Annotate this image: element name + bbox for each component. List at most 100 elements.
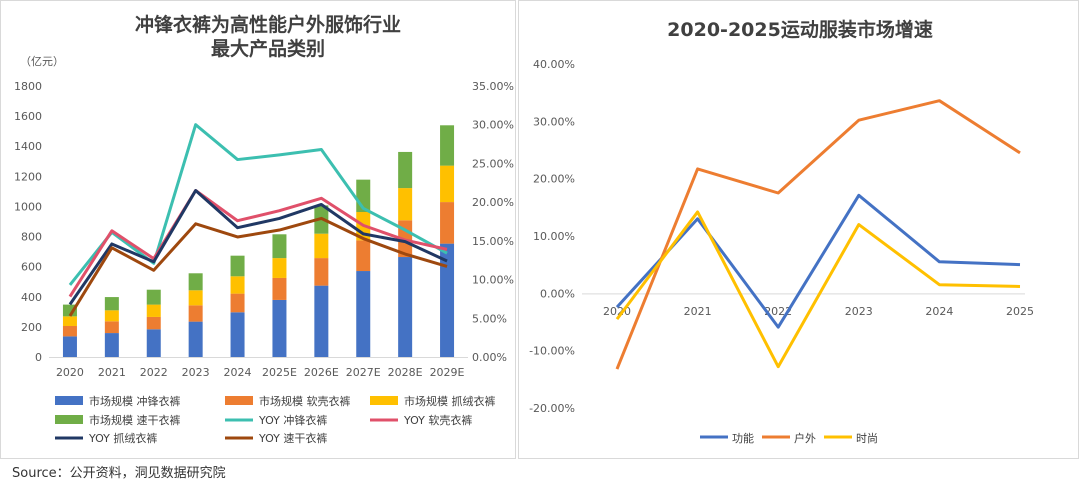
left-y-tick-label: 1200 [14,170,42,183]
left-y-tick-label: 1000 [14,200,42,213]
right-y-tick-label: 35.00% [472,80,514,93]
bar-segment [314,233,329,259]
yoy-line [68,123,448,286]
bar-segment [230,255,245,277]
bar-segment [104,321,119,334]
legend-swatch [225,396,253,405]
legend-label: 市场规模 速干衣裤 [89,413,181,427]
bar-segment [314,258,329,286]
x-tick-label: 2026E [304,366,339,379]
bar-segment [440,165,455,203]
x-tick-label: 2028E [388,366,423,379]
y-tick-label: 10.00% [533,230,575,243]
left-panel [0,0,516,459]
legend-label: YOY 抓绒衣裤 [88,431,157,445]
x-tick-label: 2025E [262,366,297,379]
x-tick-label: 2024 [224,366,252,379]
legend-label: 户外 [794,431,816,445]
bar-segment [104,297,119,311]
bar-segment [146,304,161,317]
legend-label: YOY 冲锋衣裤 [258,413,327,427]
x-tick-label: 2021 [98,366,126,379]
left-y-tick-label: 800 [21,231,42,244]
bar-segment [62,325,77,337]
bar-segment [188,321,203,357]
bar-segment [230,276,245,294]
right-panel [518,0,1079,459]
yoy-line [68,189,448,298]
bar-segment [146,289,161,305]
legend-item: YOY 冲锋衣裤 [225,413,327,427]
bar-segment [146,316,161,330]
bar-segment [440,243,455,357]
yoy-line [68,189,448,306]
bar-segment [440,125,455,166]
right-y-tick-label: 30.00% [472,119,514,132]
bar-segment [62,304,77,317]
left-y-tick-label: 200 [21,321,42,334]
left-y-tick-label: 1600 [14,110,42,123]
legend-swatch [55,415,83,424]
bar-segment [104,333,119,357]
legend-item: YOY 速干衣裤 [225,431,327,445]
bar-segment [188,305,203,322]
bar-segment [272,258,287,278]
left-y-tick-label: 1800 [14,80,42,93]
right-y-tick-label: 25.00% [472,157,514,170]
bar-segment [146,329,161,357]
legend-item: 市场规模 速干衣裤 [55,413,181,427]
legend-item: 市场规模 抓绒衣裤 [370,394,496,408]
x-tick-label: 2021 [684,305,712,318]
right-y-tick-label: 20.00% [472,196,514,209]
left-chart-title-line1: 冲锋衣裤为高性能户外服饰行业 [135,13,401,36]
yoy-line [68,216,448,317]
left-y-tick-label: 600 [21,261,42,274]
legend-item: 时尚 [824,431,878,445]
x-tick-label: 2022 [140,366,168,379]
bar-segment [230,293,245,313]
x-tick-label: 2023 [845,305,873,318]
right-y-tick-label: 5.00% [472,312,507,325]
legend-item: 户外 [762,431,816,445]
bar-segment [272,234,287,259]
legend-label: YOY 速干衣裤 [258,431,327,445]
x-tick-label: 2025 [1006,305,1034,318]
bar-segment [314,285,329,357]
legend-item: 功能 [700,431,754,445]
legend-label: 功能 [732,431,754,445]
bar-segment [188,290,203,306]
y-tick-label: -20.00% [529,402,575,415]
bar-segment [104,310,119,322]
bar-segment [398,151,413,189]
left-y-tick-label: 400 [21,291,42,304]
right-chart: -20.00% -10.00% 0.00% 10.00% 20.00% 30.00% 40.… [529,58,1034,445]
bar-segment [398,188,413,221]
bar-segment [230,312,245,357]
legend-item: YOY 抓绒衣裤 [55,431,157,445]
legend-item: 市场规模 软壳衣裤 [225,394,351,408]
y-tick-label: 40.00% [533,58,575,71]
legend-label: 市场规模 冲锋衣裤 [89,394,181,408]
bar-segment [356,240,371,272]
y-tick-label: 30.00% [533,115,575,128]
x-tick-label: 2023 [182,366,210,379]
bar-segment [188,273,203,291]
x-tick-label: 2024 [925,305,953,318]
legend-label: 市场规模 抓绒衣裤 [404,394,496,408]
right-y-tick-label: 0.00% [472,351,507,364]
bar-segment [398,257,413,357]
legend-item: 市场规模 冲锋衣裤 [55,394,181,408]
series-line [615,193,1021,329]
legend-label: 时尚 [856,431,878,445]
right-y-tick-label: 10.00% [472,274,514,287]
y-tick-label: -10.00% [529,345,575,358]
bar-segment [62,336,77,357]
right-chart-title: 2020-2025运动服装市场增速 [667,18,933,41]
legend-label: YOY 软壳衣裤 [403,413,472,427]
x-tick-label: 2029E [430,366,465,379]
source-note: Source：公开资料，洞见数据研究院 [12,466,226,481]
legend-swatch [370,396,398,405]
left-chart: 0 200 400 600 800 1000 1200 1400 1600 1800 0.00% 5.… [14,80,514,445]
bar-segment [356,271,371,357]
